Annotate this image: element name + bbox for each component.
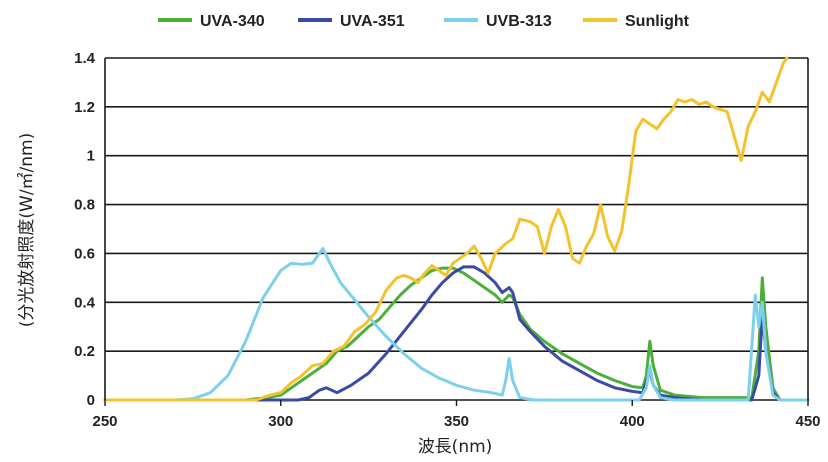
x-tick-label: 250 bbox=[92, 413, 117, 430]
legend-label: UVA-351 bbox=[340, 13, 405, 30]
y-tick-label: 0 bbox=[87, 392, 95, 409]
series-line-uva-340 bbox=[103, 266, 810, 402]
series-lines bbox=[103, 56, 810, 402]
x-tick-label: 450 bbox=[795, 413, 820, 430]
gridlines bbox=[105, 57, 808, 401]
x-tick-labels: 250 300 350 400 450 bbox=[92, 413, 820, 430]
y-tick-label: 0.6 bbox=[74, 245, 95, 262]
y-axis-title: (分光放射照度(W/㎡/nm) bbox=[17, 133, 37, 328]
x-tick-label: 300 bbox=[268, 413, 293, 430]
legend-label: UVB-313 bbox=[486, 13, 552, 30]
legend-item: Sunlight bbox=[583, 13, 690, 30]
x-tick-label: 350 bbox=[444, 413, 469, 430]
y-tick-label: 1.4 bbox=[74, 50, 96, 67]
x-axis-title: 波長(nm) bbox=[418, 437, 493, 457]
axes bbox=[104, 58, 809, 406]
x-tick-label: 400 bbox=[620, 413, 645, 430]
y-tick-label: 1 bbox=[87, 148, 95, 165]
legend-label: Sunlight bbox=[625, 13, 690, 30]
series-line-sunlight bbox=[103, 56, 789, 402]
legend-item: UVA-351 bbox=[298, 13, 405, 30]
legend-item: UVA-340 bbox=[158, 13, 265, 30]
y-tick-label: 0.4 bbox=[74, 294, 96, 311]
y-tick-labels: 0 0.2 0.4 0.6 0.8 1 1.2 1.4 bbox=[74, 50, 96, 409]
legend-label: UVA-340 bbox=[200, 13, 265, 30]
legend: UVA-340 UVA-351 UVB-313 Sunlight bbox=[158, 13, 690, 30]
y-tick-label: 0.8 bbox=[74, 197, 95, 214]
y-tick-label: 0.2 bbox=[74, 343, 95, 360]
series-line-uva-351 bbox=[103, 265, 810, 402]
series-line-uvb-313 bbox=[103, 247, 810, 402]
legend-item: UVB-313 bbox=[444, 13, 552, 30]
y-tick-label: 1.2 bbox=[74, 99, 95, 116]
